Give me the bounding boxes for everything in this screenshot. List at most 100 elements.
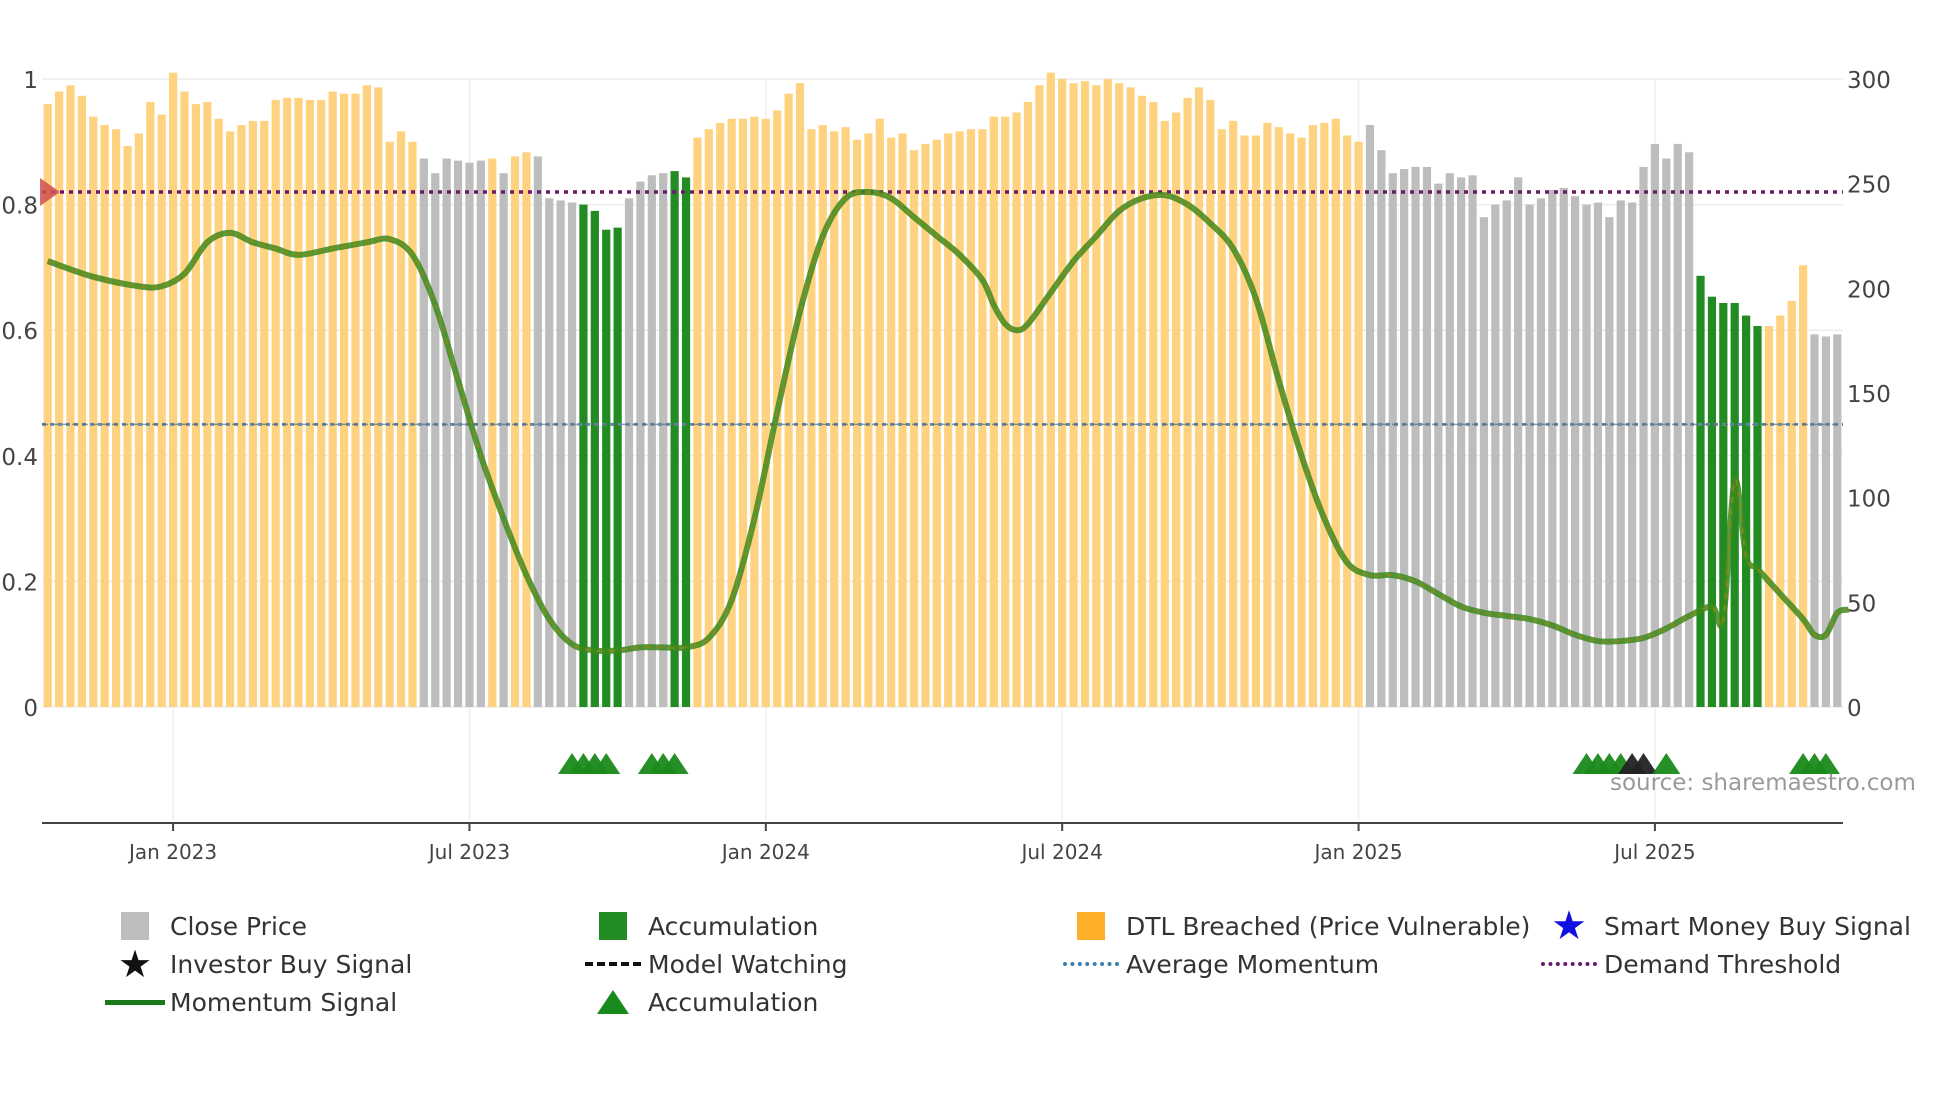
bar-close (1639, 166, 1648, 708)
reference-lines (40, 178, 1843, 426)
bar-dtl (522, 152, 531, 707)
bar-close (647, 175, 656, 707)
legend-label: Momentum Signal (170, 987, 398, 1017)
accumulation-swatch (599, 912, 627, 940)
bar-dtl (1217, 129, 1226, 708)
bar-dtl (1080, 81, 1090, 708)
legend-label: Model Watching (648, 949, 848, 979)
bar-dtl (111, 129, 121, 708)
bar-dtl (351, 93, 360, 708)
bar-close (499, 173, 508, 707)
bar-dtl (1149, 102, 1158, 707)
green-line-icon (105, 999, 165, 1005)
right-axis: 0 50 100 150 200 250 300 (1847, 68, 1891, 722)
bar-dtl (317, 99, 326, 707)
bar-close (1411, 166, 1420, 708)
bar-close (1422, 166, 1432, 708)
x-tick-label: Jan 2025 (1313, 840, 1403, 864)
right-tick-label: 150 (1847, 382, 1891, 408)
bar-dtl (784, 93, 793, 708)
right-tick-label: 200 (1847, 277, 1891, 303)
bar-close (1833, 334, 1842, 707)
bar-close (1821, 336, 1831, 707)
accumulation-marker (1652, 753, 1681, 774)
bar-dtl (875, 118, 884, 708)
bar-acc (1719, 302, 1728, 707)
bar-dtl (1776, 315, 1785, 707)
bar-close (545, 198, 554, 707)
bar-dtl (1229, 120, 1238, 707)
investor-marker (1629, 753, 1658, 774)
bar-dtl (1023, 102, 1033, 707)
bar-close (1536, 198, 1546, 707)
legend-dtl-breached: DTL Breached (Price Vulnerable) (1056, 908, 1530, 944)
bar-dtl (328, 91, 337, 707)
dtl-swatch (1077, 912, 1105, 940)
bar-dtl (898, 133, 907, 708)
bar-close (1377, 150, 1386, 707)
bar-close (442, 158, 451, 708)
bar-acc (1742, 315, 1751, 707)
bar-dtl (168, 72, 178, 708)
bar-close (431, 173, 440, 707)
right-tick-label: 100 (1847, 487, 1891, 513)
x-tick-label: Jan 2024 (720, 840, 810, 864)
legend-model-watching: Model Watching (578, 946, 848, 982)
bar-close (1434, 183, 1443, 707)
purple-dotted-line-icon (1541, 962, 1597, 966)
bar-dtl (1320, 122, 1329, 707)
close-price-swatch (121, 912, 149, 940)
accumulation-marker (1811, 753, 1840, 774)
momentum-signal (46, 188, 1850, 655)
bar-close (1571, 196, 1580, 707)
bar-dtl (248, 120, 257, 707)
bar-close (1593, 202, 1603, 708)
left-axis: 0 0.2 0.4 0.6 0.8 1 (1, 68, 38, 722)
bar-dtl (989, 116, 998, 708)
right-tick-label: 50 (1847, 591, 1876, 617)
bar-dtl (225, 131, 235, 708)
bar-close (1582, 204, 1591, 707)
bar-dtl (966, 129, 976, 708)
bar-dtl (818, 125, 827, 707)
bar-dtl (887, 137, 896, 707)
bar-close (659, 173, 668, 707)
bar-acc (1753, 326, 1762, 707)
bar-dtl (374, 87, 383, 707)
bar-acc (670, 171, 679, 707)
legend: Close Price ★ Investor Buy Signal Moment… (0, 906, 1960, 1058)
bar-close (1605, 217, 1614, 707)
bar-close (1616, 200, 1625, 707)
bar-dtl (282, 97, 292, 708)
bar-dtl (1251, 135, 1261, 707)
bar-dtl (123, 145, 132, 707)
bar-dtl (89, 116, 98, 708)
bar-dtl (1240, 135, 1249, 707)
bar-close (1479, 217, 1489, 707)
left-tick-label: 0.8 (1, 194, 38, 220)
threshold-marker (40, 178, 60, 207)
bar-dtl (1115, 83, 1124, 708)
bar-acc (579, 204, 588, 707)
bar-dtl (214, 118, 223, 708)
bar-close (1457, 177, 1466, 708)
bar-dtl (1799, 265, 1808, 707)
bar-close (1548, 189, 1557, 708)
bar-close (1810, 334, 1819, 707)
x-tick-label: Jul 2023 (427, 840, 510, 864)
accumulation-marker (592, 753, 621, 774)
bar-dtl (1046, 72, 1055, 708)
bar-close (453, 160, 463, 707)
bar-dtl (807, 129, 816, 708)
dashed-line-icon (585, 962, 641, 966)
legend-demand-threshold: Demand Threshold (1534, 946, 1841, 982)
bar-dtl (761, 118, 770, 708)
bar-close (465, 162, 474, 707)
bar-dtl (100, 125, 109, 707)
left-tick-label: 0.4 (1, 445, 38, 471)
x-tick-label: Jul 2025 (1612, 840, 1695, 864)
bar-dtl (191, 104, 200, 708)
bar-close (1525, 204, 1534, 707)
bar-dtl (716, 122, 725, 707)
bar-close (419, 158, 428, 708)
